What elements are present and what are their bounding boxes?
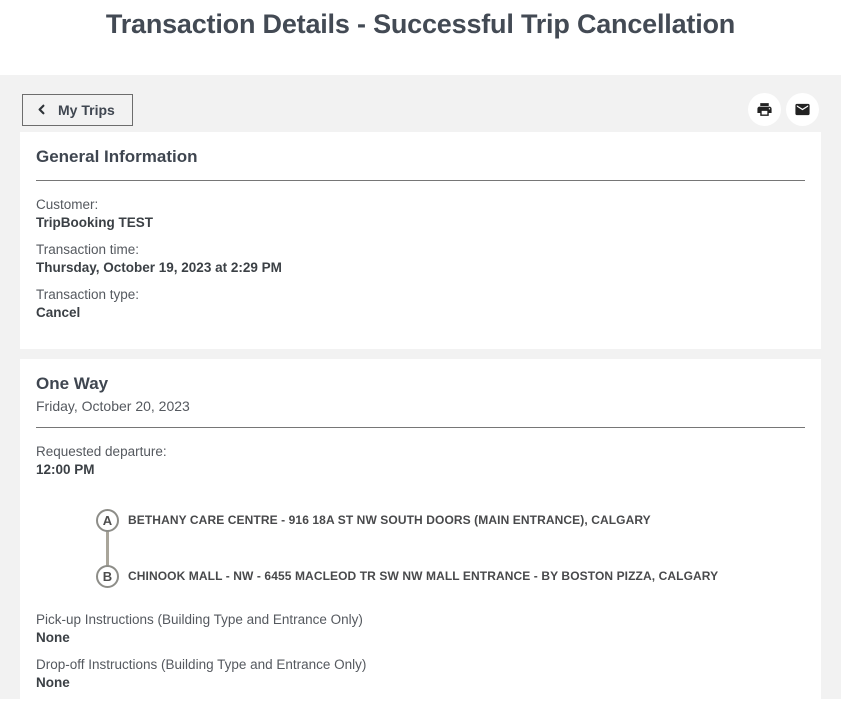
email-button[interactable] [786, 93, 819, 126]
chevron-left-icon [35, 103, 48, 116]
transaction-type-label: Transaction type: [36, 287, 140, 302]
dropoff-instructions-label: Drop-off Instructions (Building Type and… [36, 657, 367, 672]
customer-value: TripBooking TEST [36, 215, 153, 230]
one-way-heading: One Way [36, 374, 109, 393]
transaction-time-field: Transaction time: Thursday, October 19, … [36, 241, 805, 277]
stops-timeline: A BETHANY CARE CENTRE - 916 18A ST NW SO… [96, 508, 805, 588]
trip-date: Friday, October 20, 2023 [36, 398, 190, 414]
my-trips-label: My Trips [58, 101, 115, 118]
requested-departure-field: Requested departure: 12:00 PM [36, 443, 805, 479]
pickup-stop-row: A BETHANY CARE CENTRE - 916 18A ST NW SO… [96, 508, 805, 532]
stop-b-marker-icon: B [96, 564, 119, 588]
dropoff-instructions-value: None [36, 675, 70, 690]
divider [36, 180, 805, 181]
divider [36, 427, 805, 428]
content-area: My Trips General Information Customer: T… [0, 75, 841, 719]
transaction-time-label: Transaction time: [36, 242, 140, 257]
dropoff-stop-row: B CHINOOK MALL - NW - 6455 MACLEOD TR SW… [96, 564, 805, 588]
stop-a-marker-icon: A [96, 508, 119, 532]
transaction-time-value: Thursday, October 19, 2023 at 2:29 PM [36, 260, 282, 275]
transaction-type-field: Transaction type: Cancel [36, 286, 805, 322]
one-way-trip-card: One Way Friday, October 20, 2023 Request… [20, 359, 821, 719]
pickup-instructions-label: Pick-up Instructions (Building Type and … [36, 612, 363, 627]
requested-departure-value: 12:00 PM [36, 462, 95, 477]
pickup-instructions-value: None [36, 630, 70, 645]
general-information-card: General Information Customer: TripBookin… [20, 132, 821, 349]
stop-connector-line [106, 528, 109, 568]
pickup-stop-address: BETHANY CARE CENTRE - 916 18A ST NW SOUT… [128, 513, 651, 527]
email-icon [794, 101, 811, 118]
general-information-heading: General Information [36, 147, 198, 166]
transaction-type-value: Cancel [36, 305, 81, 320]
pickup-instructions-field: Pick-up Instructions (Building Type and … [36, 611, 805, 647]
toolbar-actions [748, 93, 819, 126]
dropoff-stop-address: CHINOOK MALL - NW - 6455 MACLEOD TR SW N… [128, 569, 719, 583]
page-header: Transaction Details - Successful Trip Ca… [0, 0, 841, 75]
toolbar: My Trips [22, 93, 819, 126]
customer-field: Customer: TripBooking TEST [36, 196, 805, 232]
dropoff-instructions-field: Drop-off Instructions (Building Type and… [36, 656, 805, 692]
page-title: Transaction Details - Successful Trip Ca… [105, 9, 736, 39]
my-trips-back-button[interactable]: My Trips [22, 93, 133, 126]
printer-icon [756, 101, 773, 118]
print-button[interactable] [748, 93, 781, 126]
requested-departure-label: Requested departure: [36, 444, 167, 459]
customer-label: Customer: [36, 197, 99, 212]
